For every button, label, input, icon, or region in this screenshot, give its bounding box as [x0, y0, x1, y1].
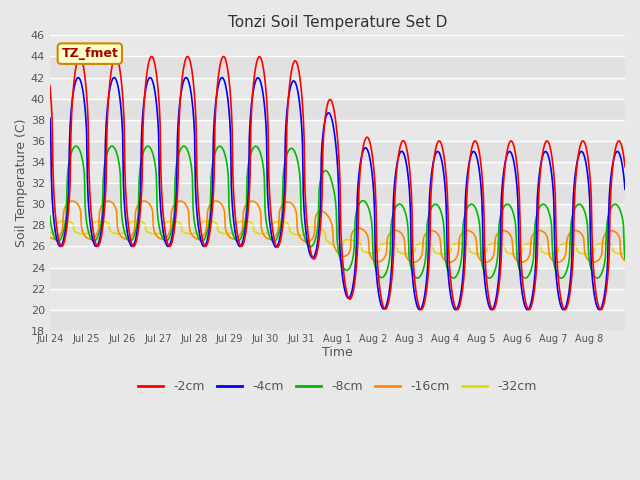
Text: TZ_fmet: TZ_fmet: [61, 47, 118, 60]
Legend: -2cm, -4cm, -8cm, -16cm, -32cm: -2cm, -4cm, -8cm, -16cm, -32cm: [133, 375, 541, 398]
Bar: [50, 120, 625, 141]
Y-axis label: Soil Temperature (C): Soil Temperature (C): [15, 119, 28, 247]
X-axis label: Time: Time: [322, 347, 353, 360]
Bar: [50, 36, 625, 57]
Bar: [50, 57, 625, 78]
Bar: [50, 99, 625, 120]
Bar: [50, 141, 625, 162]
Bar: [50, 162, 625, 183]
Bar: [50, 204, 625, 225]
Bar: [50, 310, 625, 331]
Bar: [50, 225, 625, 246]
Bar: [50, 288, 625, 310]
Bar: [50, 246, 625, 267]
Bar: [50, 267, 625, 288]
Title: Tonzi Soil Temperature Set D: Tonzi Soil Temperature Set D: [228, 15, 447, 30]
Bar: [50, 78, 625, 99]
Bar: [50, 183, 625, 204]
